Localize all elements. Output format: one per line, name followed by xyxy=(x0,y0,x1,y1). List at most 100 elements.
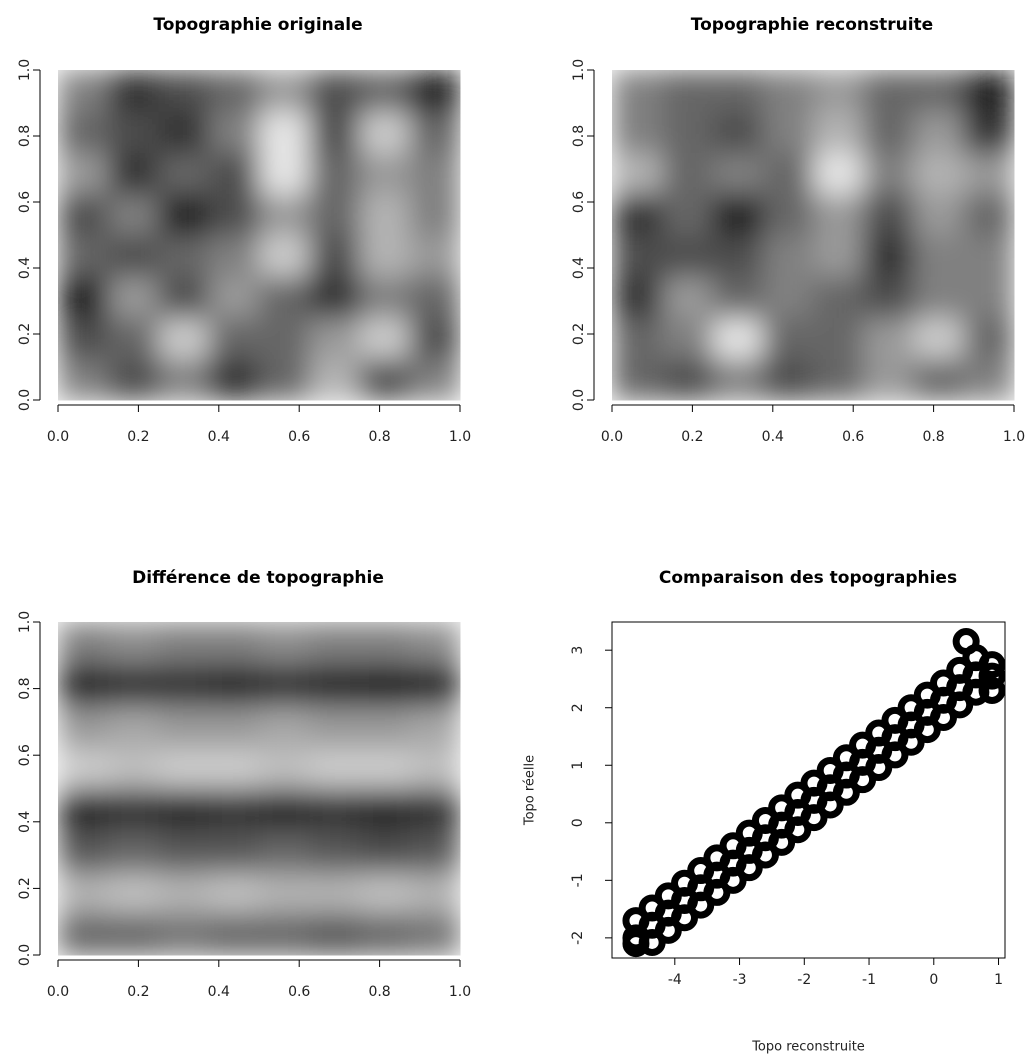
heatmap-cell xyxy=(58,788,109,831)
x-tick-label: 0.4 xyxy=(208,984,230,1000)
heatmap-cell xyxy=(913,235,965,277)
chart-title: Topographie originale xyxy=(153,15,362,35)
points xyxy=(622,628,1005,958)
heatmap-cell xyxy=(409,235,461,277)
heatmap-cell xyxy=(612,235,663,277)
heatmap-cell xyxy=(309,193,360,236)
heatmap-cell xyxy=(108,276,159,318)
heatmap-cell xyxy=(409,830,461,873)
heatmap-cell xyxy=(208,746,260,789)
heatmap-cell xyxy=(158,788,210,831)
heatmap-cell xyxy=(963,358,1015,401)
heatmap-cell xyxy=(863,276,914,318)
y-tick-label: -2 xyxy=(570,931,586,945)
heatmap-cell xyxy=(259,235,310,277)
heatmap-cell xyxy=(208,276,260,318)
heatmap-cell xyxy=(863,70,914,112)
heatmap-cell xyxy=(309,358,360,401)
heatmap-cell xyxy=(762,276,814,318)
heatmap-cell xyxy=(158,317,210,360)
heatmap-cell xyxy=(208,663,260,706)
heatmap-cell xyxy=(359,235,411,277)
heatmap-cell xyxy=(108,358,159,401)
heatmap-cell xyxy=(712,111,764,153)
heatmap-cell xyxy=(359,152,411,195)
panel: Topographie reconstruite 0.0 0.2 0.4 0.6 0.8 1… xyxy=(571,15,1025,445)
heatmap-cell xyxy=(712,276,764,318)
x-tick-label: 1.0 xyxy=(449,984,471,1000)
heatmap-cell xyxy=(158,235,210,277)
heatmap-cell xyxy=(813,193,864,236)
heatmap-cell xyxy=(863,235,914,277)
heatmap-cell xyxy=(359,111,411,153)
heatmap-cell xyxy=(913,111,965,153)
heatmap-cell xyxy=(813,358,864,401)
heatmap-cell xyxy=(359,317,411,360)
heatmap-cell xyxy=(863,317,914,360)
heatmap-cell xyxy=(208,70,260,112)
heatmap-cell xyxy=(208,622,260,665)
heatmap-cell xyxy=(259,317,310,360)
heatmap-cell xyxy=(359,70,411,112)
heatmap-cell xyxy=(813,70,864,112)
panel: Topographie originale 0.0 0.2 0.4 0.6 0.8 1.0 0… xyxy=(17,15,471,445)
point xyxy=(978,676,1005,704)
heatmap-cell xyxy=(158,111,210,153)
heatmap-cell xyxy=(913,317,965,360)
x-tick-label: 0.0 xyxy=(47,429,69,445)
heatmap-cell xyxy=(409,276,461,318)
heatmap xyxy=(58,622,461,956)
heatmap-cell xyxy=(409,152,461,195)
heatmap-cell xyxy=(58,235,109,277)
heatmap-cell xyxy=(158,830,210,873)
heatmap-cell xyxy=(309,788,360,831)
heatmap-cell xyxy=(913,70,965,112)
point xyxy=(978,651,1005,679)
heatmap-cell xyxy=(108,235,159,277)
heatmap-cell xyxy=(259,705,310,748)
heatmap-cell xyxy=(259,358,310,401)
heatmap-cell xyxy=(359,193,411,236)
x-tick-label: 0.4 xyxy=(208,429,230,445)
heatmap-cell xyxy=(158,705,210,748)
y-tick-label: 0.0 xyxy=(17,389,33,411)
heatmap-cell xyxy=(409,913,461,956)
heatmap-cell xyxy=(259,913,310,956)
heatmap-cell xyxy=(359,871,411,914)
heatmap-cell xyxy=(309,276,360,318)
heatmap-cell xyxy=(963,70,1015,112)
heatmap-cell xyxy=(309,70,360,112)
heatmap-cell xyxy=(762,317,814,360)
heatmap-cell xyxy=(409,788,461,831)
y-tick-label: 0.0 xyxy=(17,944,33,966)
heatmap xyxy=(612,70,1015,401)
x-tick-label: 0.6 xyxy=(842,429,864,445)
y-tick-label: 0.0 xyxy=(571,389,587,411)
y-tick-label: -1 xyxy=(570,873,586,887)
heatmap-cell xyxy=(359,622,411,665)
heatmap-cell xyxy=(863,193,914,236)
heatmap-cell xyxy=(58,746,109,789)
y-tick-label: 0.6 xyxy=(571,191,587,213)
y-tick-label: 1.0 xyxy=(17,59,33,81)
heatmap-cell xyxy=(309,746,360,789)
heatmap-cell xyxy=(963,193,1015,236)
heatmap-cell xyxy=(813,317,864,360)
heatmap-cell xyxy=(208,317,260,360)
heatmap-cell xyxy=(158,193,210,236)
heatmap-cell xyxy=(612,358,663,401)
heatmap-cell xyxy=(662,193,713,236)
heatmap-cell xyxy=(762,358,814,401)
heatmap-cell xyxy=(309,111,360,153)
heatmap-cell xyxy=(409,317,461,360)
heatmap-cell xyxy=(259,111,310,153)
heatmap-cell xyxy=(259,70,310,112)
heatmap-cell xyxy=(359,913,411,956)
heatmap-cell xyxy=(108,70,159,112)
panel: Différence de topographie 0.0 0.2 0.4 0.6 0.8… xyxy=(17,568,471,1000)
heatmap-cell xyxy=(108,111,159,153)
heatmap-cell xyxy=(359,358,411,401)
heatmap-cell xyxy=(913,152,965,195)
heatmap-cell xyxy=(359,746,411,789)
heatmap-cell xyxy=(208,871,260,914)
